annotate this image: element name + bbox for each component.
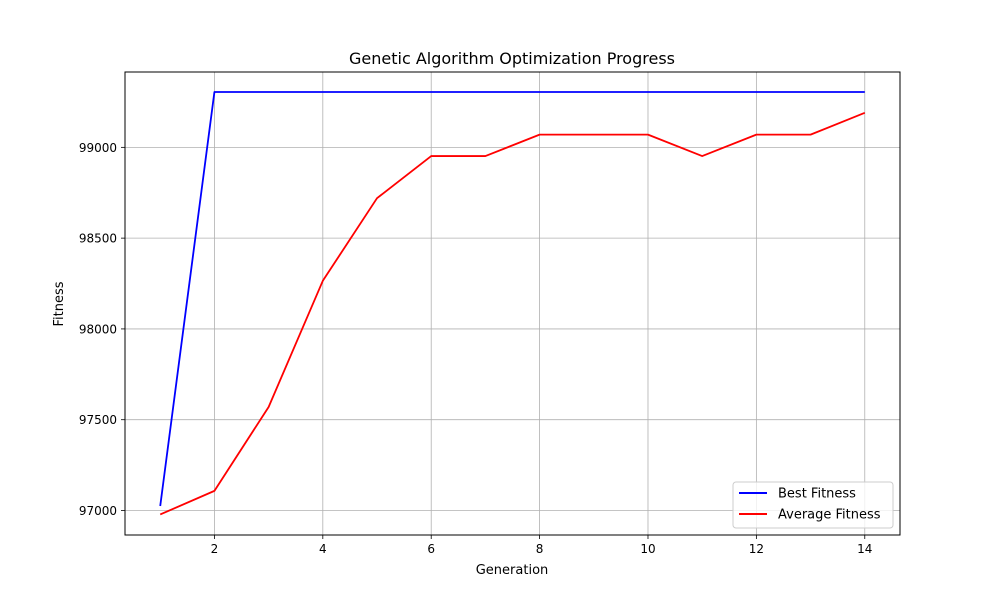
legend: Best Fitness Average Fitness: [732, 481, 894, 529]
series-line-average-fitness: [159, 112, 866, 516]
y-tick-label: 97000: [79, 504, 117, 518]
y-axis-label: Fitness: [52, 281, 67, 326]
x-tick-label: 14: [857, 542, 872, 556]
x-tick-label: 4: [319, 542, 327, 556]
x-axis-label: Generation: [476, 563, 549, 578]
tick-layer: 2 4 6 8 10 12 14 97000 97500 98000 98500 99000: [79, 141, 873, 556]
x-tick-label: 2: [211, 542, 219, 556]
x-tick-label: 8: [536, 542, 544, 556]
legend-label-best-fitness: Best Fitness: [778, 487, 856, 502]
legend-box: [732, 481, 894, 529]
plot-frame: [124, 71, 901, 536]
y-tick-label: 98000: [79, 322, 117, 336]
grid-layer: [125, 72, 900, 535]
series-layer: [159, 91, 866, 516]
x-tick-label: 10: [640, 542, 655, 556]
legend-label-average-fitness: Average Fitness: [778, 508, 881, 523]
chart-title: Genetic Algorithm Optimization Progress: [349, 49, 675, 68]
y-tick-label: 99000: [79, 141, 117, 155]
series-line-best-fitness: [159, 91, 865, 507]
x-tick-label: 6: [427, 542, 435, 556]
y-tick-label: 97500: [79, 413, 117, 427]
x-tick-label: 12: [749, 542, 764, 556]
y-tick-label: 98500: [79, 232, 117, 246]
